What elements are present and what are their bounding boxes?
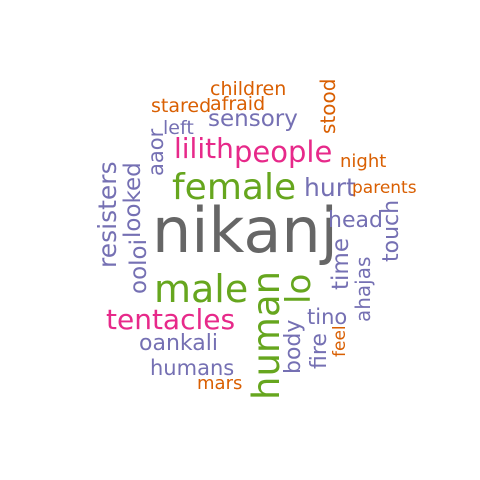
word-body: body [281, 319, 306, 374]
word-female: female [172, 167, 297, 208]
word-ooloi: ooloi [126, 239, 152, 294]
word-time: time [328, 238, 354, 290]
word-sensory: sensory [208, 106, 298, 132]
word-night: night [340, 151, 387, 172]
word-aaor: aaor [144, 128, 168, 176]
word-looked: looked [120, 162, 146, 238]
word-feel: feel [330, 325, 350, 357]
word-children: children [210, 78, 287, 100]
word-stood: stood [316, 78, 340, 134]
word-tino: tino [307, 305, 348, 329]
word-oankali: oankali [139, 331, 218, 356]
word-left: left [163, 117, 194, 139]
word-nikanj: nikanj [152, 194, 338, 267]
word-afraid: afraid [210, 93, 266, 115]
word-ahajas: ahajas [351, 256, 375, 322]
word-stared: stared [151, 95, 212, 117]
word-parents: parents [352, 178, 417, 198]
word-touch: touch [379, 199, 404, 262]
word-lo: lo [279, 273, 319, 304]
word-fire: fire [307, 333, 332, 369]
word-tentacles: tentacles [106, 303, 236, 336]
word-resisters: resisters [93, 161, 122, 268]
word-people: people [234, 135, 333, 169]
word-head: head [328, 208, 383, 233]
word-humans: humans [150, 356, 235, 380]
word-mars: mars [197, 373, 243, 394]
word-lilith: lilith [174, 132, 234, 165]
word-hurt: hurt [304, 173, 356, 202]
word-male: male [154, 267, 249, 311]
